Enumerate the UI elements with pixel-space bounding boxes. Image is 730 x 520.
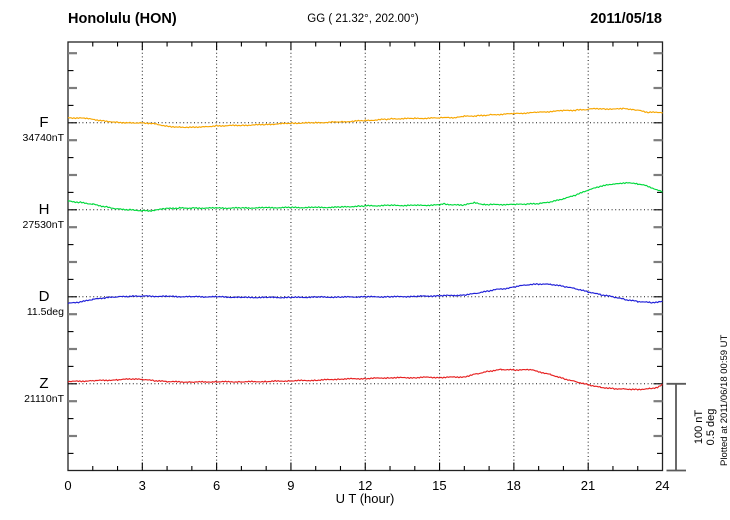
trace-line-Z: [67, 368, 663, 391]
trace-F: [67, 107, 663, 129]
series-label-F: F: [39, 114, 48, 131]
x-tick-label: 9: [287, 478, 294, 493]
x-tick-label: 12: [358, 478, 372, 493]
trace-H: [68, 181, 663, 212]
series-base-H: 27530nT: [23, 219, 65, 231]
trace-D: [67, 283, 663, 305]
series-base-D: 11.5deg: [27, 306, 64, 318]
trace-line-H: [68, 181, 663, 212]
x-tick-label: 15: [432, 478, 446, 493]
x-tick-label: 3: [139, 478, 146, 493]
x-tick-label: 0: [64, 478, 71, 493]
x-tick-label: 24: [655, 478, 669, 493]
station-name: Honolulu (HON): [68, 11, 177, 27]
plotted-at-note: Plotted at 2011/06/18 00:59 UT: [719, 334, 730, 466]
x-tick-label: 21: [581, 478, 595, 493]
x-axis-title: U T (hour): [336, 491, 395, 506]
grid-layer: [68, 42, 663, 471]
series-base-F: 34740nT: [23, 132, 65, 144]
series-label-H: H: [39, 201, 50, 218]
series-base-Z: 21110nT: [24, 393, 64, 405]
x-tick-label: 6: [213, 478, 220, 493]
series-label-D: D: [39, 288, 50, 305]
trace-line-F: [67, 107, 663, 129]
trace-Z: [67, 368, 663, 391]
scale-bar: [666, 382, 686, 472]
trace-line-D: [67, 283, 663, 305]
gg-coordinates: GG ( 21.32°, 202.00°): [307, 13, 419, 25]
series-label-Z: Z: [39, 375, 48, 392]
scalebar-label-nt: 100 nT: [693, 410, 705, 445]
x-tick-label: 18: [506, 478, 520, 493]
tick-layer: [68, 42, 663, 471]
plot-date: 2011/05/18: [590, 11, 662, 27]
generated-plot-layers: [67, 41, 664, 472]
scalebar-label-deg: 0.5 deg: [705, 409, 717, 446]
